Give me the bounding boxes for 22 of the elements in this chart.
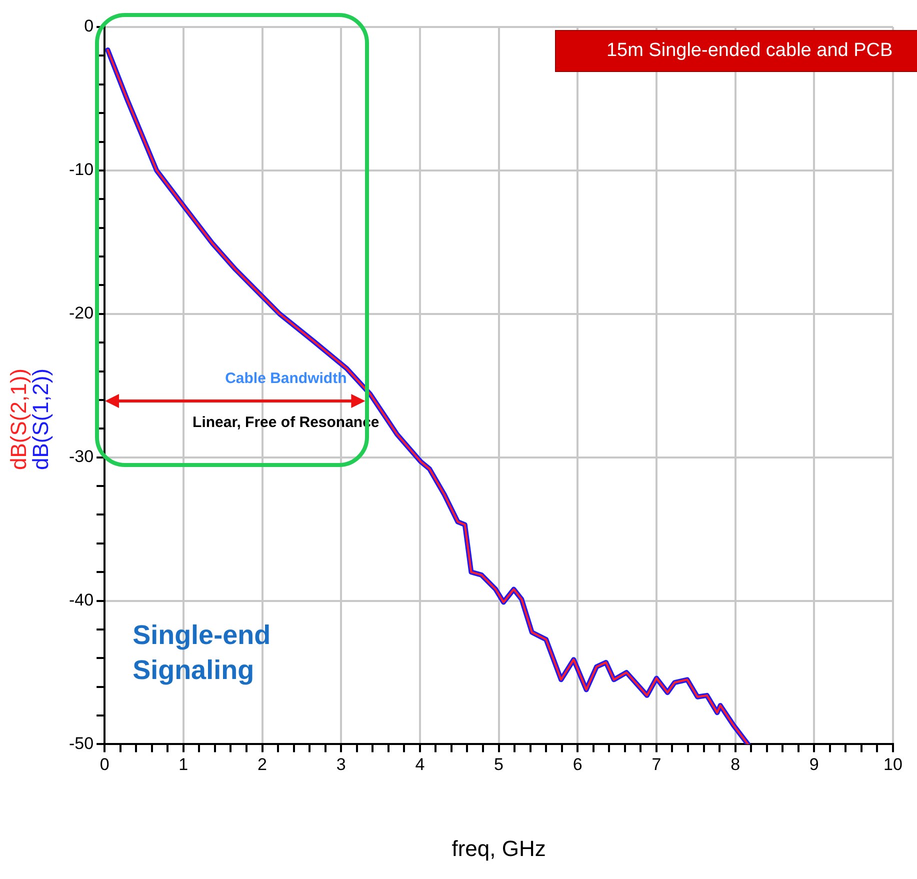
- x-tick-label: 5: [494, 755, 504, 774]
- text: dB(S(2,1)): [6, 368, 32, 470]
- annotation: Cable Bandwidth: [225, 370, 347, 387]
- x-tick-label: 6: [572, 755, 582, 774]
- x-tick-label: 8: [730, 755, 740, 774]
- y-tick-label: -20: [68, 304, 94, 323]
- y-tick-label: -40: [68, 590, 94, 610]
- x-tick-label: 9: [809, 755, 819, 774]
- x-tick-label: 1: [178, 755, 188, 774]
- x-tick-label: 0: [100, 755, 110, 774]
- y-tick-label: -50: [68, 734, 94, 753]
- x-tick-label: 10: [884, 755, 902, 774]
- x-tick-label: 7: [652, 755, 662, 774]
- x-tick-label: 4: [415, 755, 425, 774]
- annotation: Single-end Signaling: [132, 618, 272, 688]
- x-tick-label: 3: [336, 755, 346, 774]
- y-tick-label: 0: [84, 16, 94, 36]
- y-tick-label: -30: [68, 447, 94, 466]
- annotation: 15m Single-ended cable and PCB: [605, 39, 894, 62]
- x-tick-label: 2: [258, 755, 267, 774]
- x-axis-title: freq, GHz: [452, 836, 546, 861]
- y-tick-label: -10: [68, 160, 94, 180]
